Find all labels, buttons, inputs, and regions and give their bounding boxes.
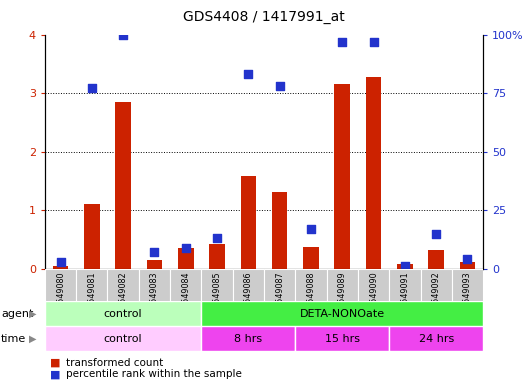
Bar	[45, 326, 201, 351]
Bar	[241, 176, 256, 269]
Text: 8 hrs: 8 hrs	[234, 334, 262, 344]
Bar	[295, 326, 389, 351]
Text: control: control	[104, 309, 143, 319]
Text: GSM549092: GSM549092	[432, 271, 441, 320]
Point	[432, 230, 440, 237]
Text: GSM549080: GSM549080	[56, 271, 65, 320]
Text: GSM549083: GSM549083	[150, 271, 159, 320]
Point	[463, 257, 472, 263]
Bar	[358, 269, 389, 324]
Bar	[397, 264, 413, 269]
Bar	[147, 260, 162, 269]
Text: ■: ■	[50, 358, 61, 368]
Point	[56, 259, 65, 265]
Bar	[452, 269, 483, 324]
Text: GSM549086: GSM549086	[244, 271, 253, 320]
Text: GSM549085: GSM549085	[213, 271, 222, 320]
Point	[244, 71, 252, 78]
Point	[119, 31, 127, 38]
Bar	[295, 269, 327, 324]
Point	[276, 83, 284, 89]
Text: GSM549081: GSM549081	[87, 271, 96, 320]
Text: 24 hrs: 24 hrs	[419, 334, 454, 344]
Text: percentile rank within the sample: percentile rank within the sample	[66, 369, 242, 379]
Text: control: control	[104, 334, 143, 344]
Text: GSM549089: GSM549089	[338, 271, 347, 320]
Text: agent: agent	[1, 309, 33, 319]
Bar	[272, 192, 287, 269]
Text: GSM549093: GSM549093	[463, 271, 472, 320]
Point	[338, 38, 346, 45]
Bar	[178, 248, 194, 269]
Bar	[303, 247, 319, 269]
Bar	[233, 269, 264, 324]
Bar	[389, 269, 420, 324]
Bar	[76, 269, 108, 324]
Bar	[84, 204, 100, 269]
Point	[88, 85, 96, 91]
Bar	[327, 269, 358, 324]
Text: GDS4408 / 1417991_at: GDS4408 / 1417991_at	[183, 10, 345, 24]
Bar	[264, 269, 295, 324]
Bar	[45, 301, 201, 326]
Bar	[45, 269, 76, 324]
Bar	[139, 269, 170, 324]
Bar	[201, 326, 295, 351]
Text: GSM549087: GSM549087	[275, 271, 284, 320]
Bar	[334, 84, 350, 269]
Point	[213, 235, 221, 242]
Text: time: time	[1, 334, 26, 344]
Point	[401, 263, 409, 270]
Bar	[201, 301, 483, 326]
Bar	[209, 244, 225, 269]
Point	[150, 249, 158, 255]
Bar	[115, 102, 131, 269]
Bar	[460, 262, 475, 269]
Bar	[53, 266, 68, 269]
Bar	[420, 269, 452, 324]
Text: GSM549088: GSM549088	[306, 271, 315, 320]
Text: GSM549084: GSM549084	[181, 271, 190, 320]
Bar	[428, 250, 444, 269]
Point	[307, 226, 315, 232]
Text: transformed count: transformed count	[66, 358, 163, 368]
Bar	[201, 269, 233, 324]
Point	[370, 38, 378, 45]
Text: DETA-NONOate: DETA-NONOate	[300, 309, 385, 319]
Text: ▶: ▶	[29, 309, 36, 319]
Text: GSM549090: GSM549090	[369, 271, 378, 320]
Text: ■: ■	[50, 369, 61, 379]
Bar	[389, 326, 483, 351]
Text: GSM549091: GSM549091	[400, 271, 409, 320]
Text: ▶: ▶	[29, 334, 36, 344]
Bar	[366, 77, 381, 269]
Text: 15 hrs: 15 hrs	[325, 334, 360, 344]
Point	[182, 245, 190, 251]
Bar	[170, 269, 201, 324]
Text: GSM549082: GSM549082	[119, 271, 128, 320]
Bar	[108, 269, 139, 324]
